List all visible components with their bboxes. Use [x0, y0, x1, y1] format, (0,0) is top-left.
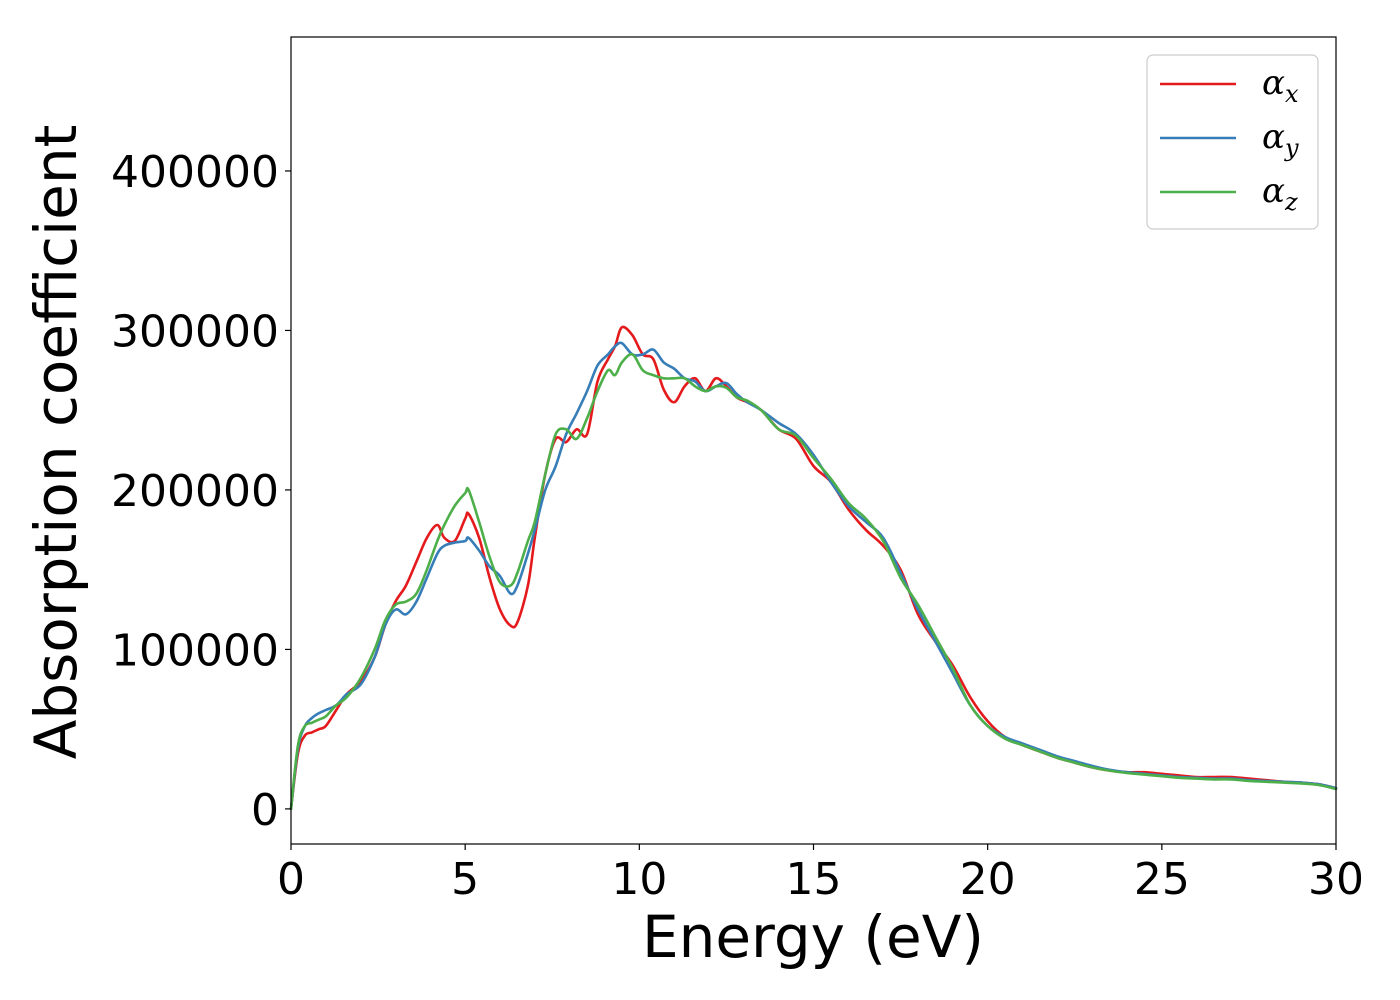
legend-label-symbol: α [1262, 117, 1285, 157]
x-tick-label: 30 [1308, 854, 1364, 905]
legend-label-subscript: x [1285, 80, 1299, 108]
series-line-z [289, 352, 1338, 811]
y-tick-label: 100000 [111, 625, 279, 676]
legend-label-symbol: α [1262, 63, 1285, 103]
y-axis-title: Absorption coefficient [22, 125, 90, 760]
legend-label-subscript: z [1284, 188, 1298, 216]
x-tick-label: 10 [611, 854, 667, 905]
y-tick-label: 300000 [111, 306, 279, 357]
y-axis: 0 100000 200000 300000 400000 [111, 147, 291, 836]
x-axis-title: Energy (eV) [642, 903, 984, 971]
legend-label-x: αx [1262, 63, 1299, 108]
legend-label-symbol: α [1262, 171, 1285, 211]
legend-label-y: αy [1262, 117, 1299, 162]
y-tick-label: 200000 [111, 466, 279, 517]
x-tick-label: 15 [786, 854, 842, 905]
x-tick-label: 20 [960, 854, 1016, 905]
legend-label-subscript: y [1284, 134, 1299, 162]
y-tick-label: 0 [251, 785, 279, 836]
x-tick-label: 25 [1134, 854, 1190, 905]
legend-label-z: αz [1262, 171, 1298, 216]
series-layer [289, 325, 1338, 811]
x-tick-label: 5 [451, 854, 479, 905]
x-axis: 0 5 10 15 20 25 30 [277, 844, 1364, 905]
x-tick-label: 0 [277, 854, 305, 905]
y-tick-label: 400000 [111, 147, 279, 198]
legend-box [1146, 54, 1319, 230]
